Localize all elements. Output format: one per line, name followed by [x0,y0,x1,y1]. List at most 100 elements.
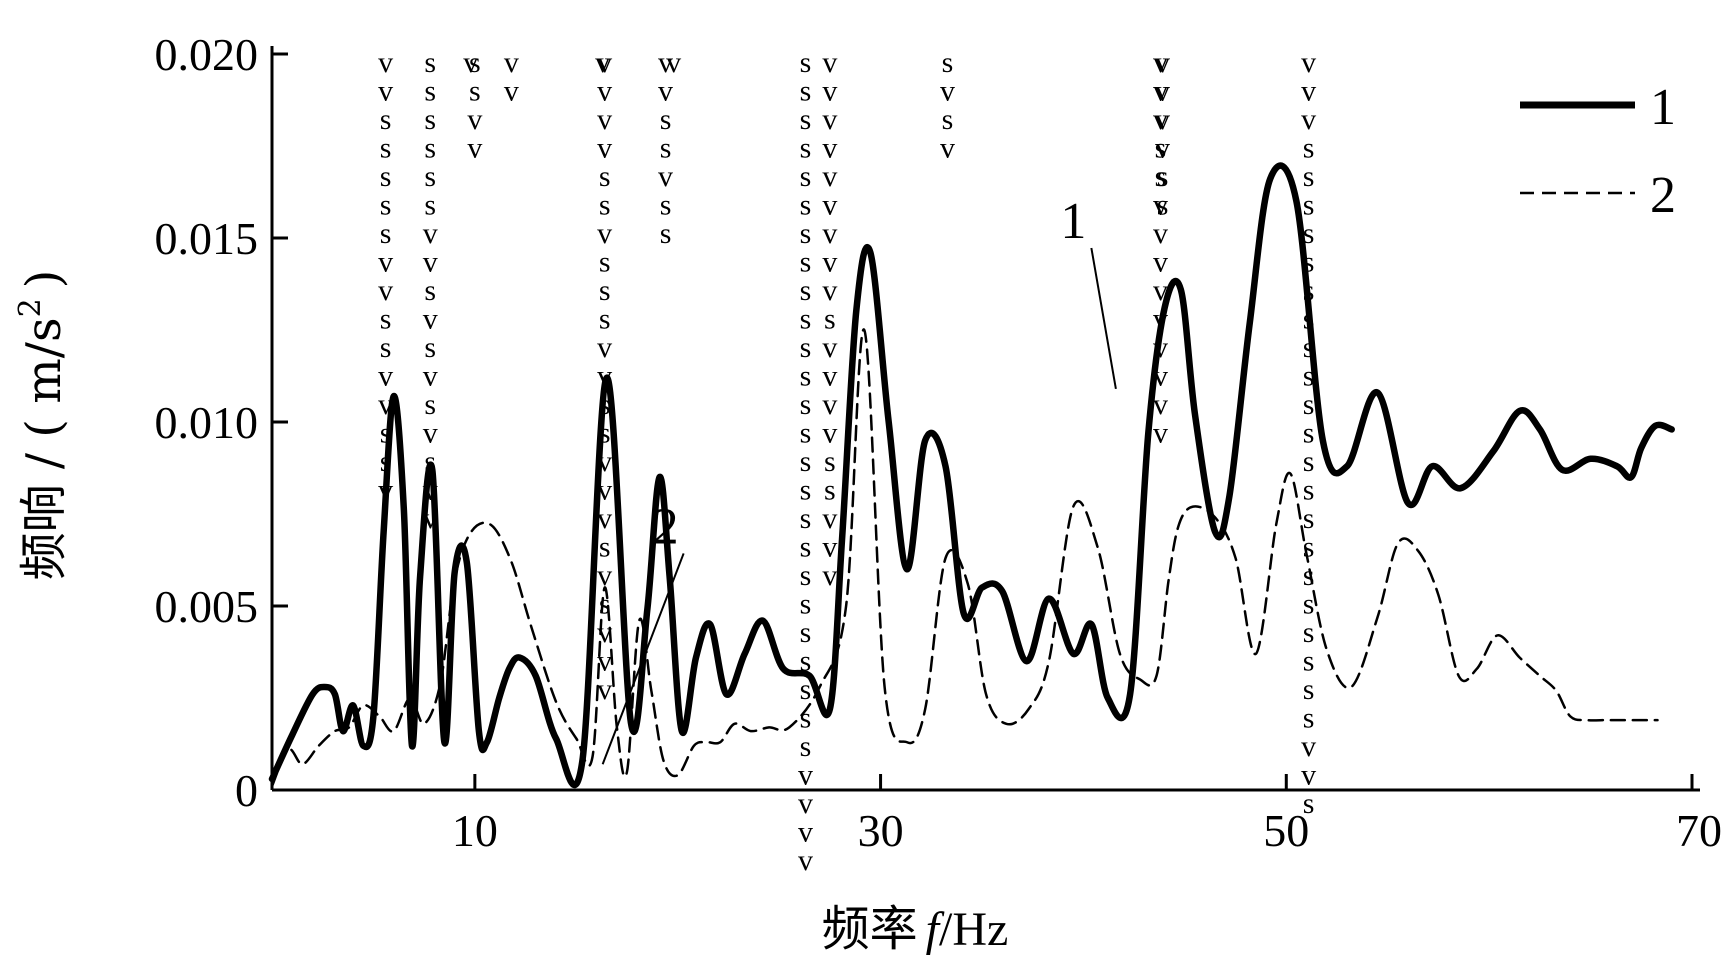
annotation-letter: s [800,132,812,165]
y-tick-label: 0.020 [155,29,259,80]
annotation-letter: s [424,46,436,79]
annotation-letter: v [658,75,673,108]
annotation-letter: s [1303,445,1315,478]
series-2-line [270,328,1659,788]
annotation-letter: s [1303,160,1315,193]
annotation-letter: v [1155,46,1170,79]
annotation-letter: v [1153,246,1168,279]
annotation-letter: s [599,274,611,307]
annotation-letter: v [822,388,837,421]
annotation-letter: v [467,132,482,165]
annotation-letter: s [380,160,392,193]
y-axis-title: 频响 / ( m/s2) [13,270,72,581]
annotation-letter: v [940,132,955,165]
annotation-letter: v [822,132,837,165]
annotation-letter: v [597,132,612,165]
annotation-letter: v [597,46,612,79]
annotation-letter: s [1303,360,1315,393]
annotation-letter: s [800,160,812,193]
annotation-letter: v [597,502,612,535]
annotation-letter: s [1303,559,1315,592]
y-tick-label: 0.005 [155,581,259,632]
annotation-letter: v [822,46,837,79]
annotation-letter: s [800,645,812,678]
annotation-letter: s [469,75,481,108]
annotation-letter: v [597,103,612,136]
y-tick-label: 0.015 [155,213,259,264]
annotation-letter: v [1301,103,1316,136]
annotation-letter: v [423,360,438,393]
legend: 1 2 [1520,79,1676,224]
annotation-letter: v [822,160,837,193]
annotation-letter: v [597,331,612,364]
annotation-letter: v [1301,730,1316,763]
series-1-line [268,162,1675,789]
callout-label: 1 [1060,193,1086,250]
annotation-letter: s [824,303,836,336]
annotation-letter: v [378,274,393,307]
legend-label-series-2: 2 [1650,167,1676,224]
annotation-letter: v [1155,132,1170,165]
plot-lines [268,162,1675,789]
annotation-letter: s [800,531,812,564]
y-tick-label: 0.010 [155,397,259,448]
annotation-letter: v [1153,360,1168,393]
annotation-letter: v [1301,75,1316,108]
annotation-letter: v [423,474,438,507]
annotation-letter: s [800,189,812,222]
annotation-letter: s [1303,217,1315,250]
annotation-letter: s [800,474,812,507]
annotation-letter: s [800,217,812,250]
annotation-letter: v [378,474,393,507]
annotation-letter: s [660,132,672,165]
annotation-letter: v [1153,217,1168,250]
annotation-letter: s [424,103,436,136]
annotation-letter: s [660,217,672,250]
x-axis-title: 频率 f/Hz [822,901,1009,957]
annotation-letter: v [822,417,837,450]
annotation-letter: s [380,331,392,364]
annotation-letter: s [599,303,611,336]
annotation-letter: v [798,787,813,820]
annotation-letter: v [595,46,610,79]
annotation-letter: s [1303,303,1315,336]
annotation-letter: v [666,46,681,79]
annotation-letter: v [1153,303,1168,336]
annotation-letter: v [1155,75,1170,108]
annotation-letter: s [800,75,812,108]
annotation-letter: s [424,75,436,108]
annotation-letter: v [1153,274,1168,307]
annotation-letter: s [1303,417,1315,450]
annotation-letter: s [800,445,812,478]
annotation-letter: s [1303,702,1315,735]
callouts: 12 [601,193,1117,765]
annotation-letter: v [423,217,438,250]
annotation-letter: v [504,75,519,108]
annotation-letter: s [424,388,436,421]
annotation-letter: s [1303,246,1315,279]
annotation-letter: s [800,303,812,336]
annotation-letter: s [1155,160,1167,193]
annotation-letter: v [798,844,813,877]
x-tick-label: 70 [1676,805,1722,856]
annotation-letter: v [597,616,612,649]
annotation-letter: s [1303,331,1315,364]
x-tick-label: 50 [1263,805,1309,856]
annotation-letter: s [1303,645,1315,678]
legend-label-series-1: 1 [1650,79,1676,136]
annotation-letter: v [423,417,438,450]
callout-leader [601,553,685,765]
annotation-letter: s [599,160,611,193]
annotation-letter: s [424,132,436,165]
annotation-letter: v [378,388,393,421]
annotation-letter: s [599,388,611,421]
annotation-letter: s [800,702,812,735]
annotation-letter: s [800,502,812,535]
annotation-letter: s [1303,673,1315,706]
annotation-letter: v [822,274,837,307]
